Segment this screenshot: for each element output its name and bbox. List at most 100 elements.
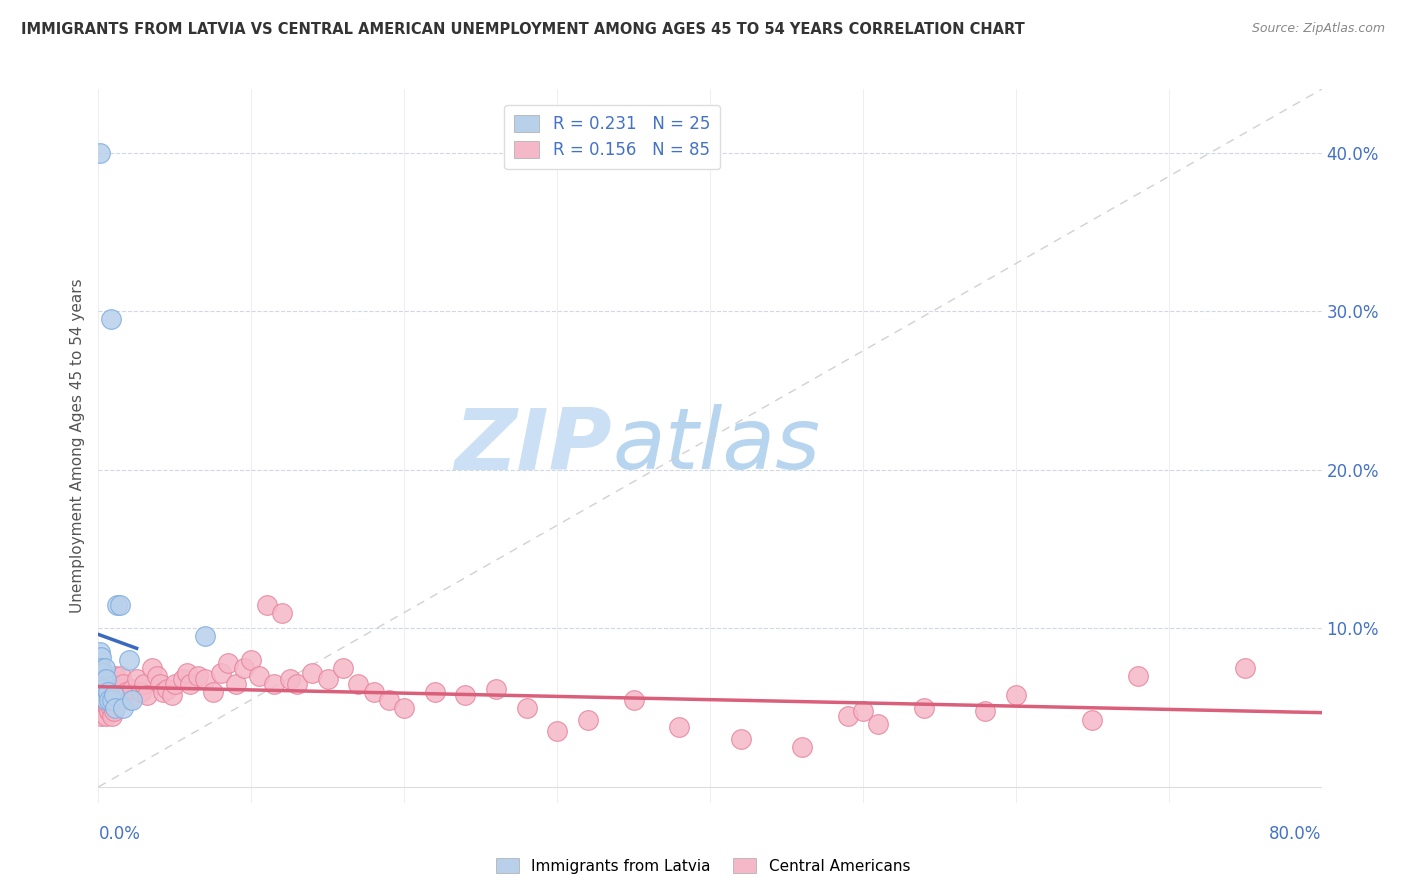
Point [485, 681, 508, 696]
Point [97, 688, 120, 702]
Point [91, 672, 114, 686]
Point [240, 653, 263, 667]
Point [94, 708, 117, 723]
Point [111, 677, 134, 691]
Point [163, 677, 186, 691]
Point [152, 685, 174, 699]
Point [98, 685, 121, 699]
Point [94, 672, 117, 686]
Point [392, 700, 416, 714]
Point [89, 145, 111, 160]
Point [104, 700, 127, 714]
Point [89, 669, 111, 683]
Point [101, 692, 124, 706]
Point [194, 629, 217, 643]
Point [107, 692, 129, 706]
Point [91, 681, 114, 696]
Text: IMMIGRANTS FROM LATVIA VS CENTRAL AMERICAN UNEMPLOYMENT AMONG AGES 45 TO 54 YEAR: IMMIGRANTS FROM LATVIA VS CENTRAL AMERIC… [21, 22, 1025, 37]
Point [232, 661, 254, 675]
Text: 0.0%: 0.0% [98, 825, 141, 843]
Point [121, 692, 143, 706]
Point [423, 685, 446, 699]
Point [623, 692, 645, 706]
Point [108, 681, 131, 696]
Point [912, 700, 935, 714]
Point [104, 669, 127, 683]
Point [93, 661, 115, 675]
Point [270, 606, 292, 620]
Text: 80.0%: 80.0% [1270, 825, 1322, 843]
Point [121, 681, 143, 696]
Point [90, 677, 112, 691]
Point [103, 681, 125, 696]
Point [1234, 661, 1257, 675]
Point [347, 677, 370, 691]
Point [103, 688, 125, 702]
Point [974, 704, 997, 718]
Point [454, 688, 477, 702]
Point [98, 704, 121, 718]
Point [90, 672, 112, 686]
Point [136, 688, 159, 702]
Legend: Immigrants from Latvia, Central Americans: Immigrants from Latvia, Central American… [489, 852, 917, 880]
Point [263, 677, 285, 691]
Point [316, 672, 339, 686]
Point [93, 685, 115, 699]
Point [129, 685, 152, 699]
Point [110, 669, 132, 683]
Point [852, 704, 875, 718]
Point [89, 700, 111, 714]
Point [89, 661, 111, 675]
Point [730, 732, 752, 747]
Point [278, 672, 301, 686]
Point [1128, 669, 1150, 683]
Point [90, 661, 112, 675]
Point [790, 740, 813, 755]
Point [97, 700, 120, 714]
Point [160, 688, 183, 702]
Text: atlas: atlas [612, 404, 820, 488]
Text: Source: ZipAtlas.com: Source: ZipAtlas.com [1251, 22, 1385, 36]
Point [93, 700, 115, 714]
Point [118, 653, 141, 667]
Point [90, 692, 112, 706]
Point [125, 672, 148, 686]
Point [247, 669, 270, 683]
Point [91, 665, 114, 680]
Point [576, 714, 599, 728]
Point [332, 661, 354, 675]
Point [90, 649, 112, 664]
Point [89, 685, 111, 699]
Point [100, 677, 122, 691]
Point [149, 677, 172, 691]
Point [516, 700, 538, 714]
Point [156, 681, 179, 696]
Point [187, 669, 209, 683]
Point [668, 720, 690, 734]
Point [91, 692, 114, 706]
Point [101, 688, 124, 702]
Point [111, 700, 134, 714]
Point [837, 708, 859, 723]
Point [225, 677, 247, 691]
Point [363, 685, 385, 699]
Point [100, 312, 122, 326]
Point [105, 598, 128, 612]
Point [115, 685, 138, 699]
Point [98, 692, 121, 706]
Point [94, 692, 117, 706]
Point [378, 692, 401, 706]
Point [202, 685, 225, 699]
Point [94, 692, 117, 706]
Point [108, 598, 131, 612]
Point [118, 692, 141, 706]
Point [90, 708, 112, 723]
Point [301, 665, 323, 680]
Point [134, 677, 156, 691]
Point [1081, 714, 1104, 728]
Legend: R = 0.231   N = 25, R = 0.156   N = 85: R = 0.231 N = 25, R = 0.156 N = 85 [505, 104, 720, 169]
Point [101, 708, 124, 723]
Y-axis label: Unemployment Among Ages 45 to 54 years: Unemployment Among Ages 45 to 54 years [69, 278, 84, 614]
Point [256, 598, 278, 612]
Point [89, 645, 111, 659]
